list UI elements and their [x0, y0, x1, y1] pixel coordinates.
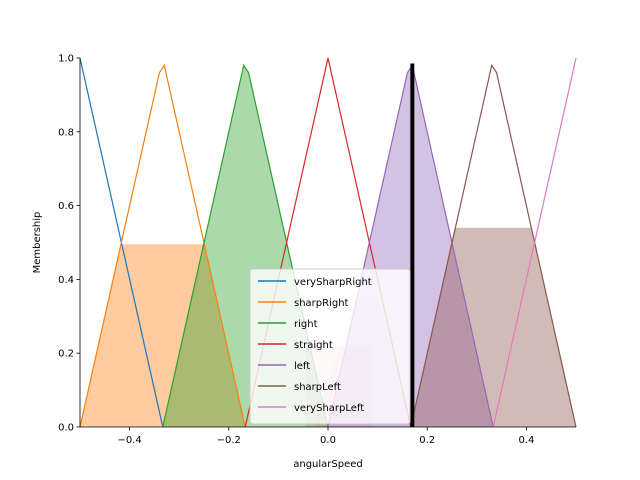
legend-label-right: right: [294, 319, 318, 330]
x-tick-label: 0.0: [320, 435, 336, 446]
y-tick-label: 0.6: [58, 201, 74, 212]
legend-frame: [249, 268, 411, 425]
axes: −0.4 −0.2 0.0 0.2 0.4 0.0 0.2 0.4 0.6 0.8 1.0: [58, 54, 576, 446]
x-tick-label: −0.2: [217, 435, 241, 446]
series-line-left: [327, 63, 494, 428]
x-axis-label: angularSpeed: [293, 459, 363, 470]
y-tick-label: 0.8: [58, 127, 74, 138]
y-axis-label: Membership: [32, 212, 43, 274]
series-line-very-sharp-left: [492, 57, 577, 428]
y-tick-label: 1.0: [58, 54, 74, 65]
x-tick-label: 0.4: [518, 435, 534, 446]
legend-label-straight: straight: [294, 340, 333, 351]
x-tick-label: 0.2: [419, 435, 435, 446]
x-tick-label: −0.4: [117, 435, 141, 446]
y-tick-label: 0.2: [58, 349, 74, 360]
legend-label-very-sharp-left: verySharpLeft: [294, 403, 364, 414]
legend-label-very-sharp-right: verySharpRight: [294, 277, 372, 288]
y-tick-label: 0.0: [58, 423, 74, 434]
legend-label-left: left: [294, 361, 310, 372]
series-line-sharp-left: [410, 63, 577, 428]
activation-fill-sharp-right-0: [80, 244, 246, 427]
series-line-right: [162, 63, 329, 428]
y-tick-label: 0.4: [58, 275, 74, 286]
series-line-sharp-right: [79, 63, 246, 428]
activation-fill-sharp-left-6: [410, 227, 576, 427]
legend-label-sharp-left: sharpLeft: [294, 382, 341, 393]
legend: verySharpRight sharpRight right straight lef…: [249, 268, 411, 425]
legend-label-sharp-right: sharpRight: [294, 298, 349, 309]
